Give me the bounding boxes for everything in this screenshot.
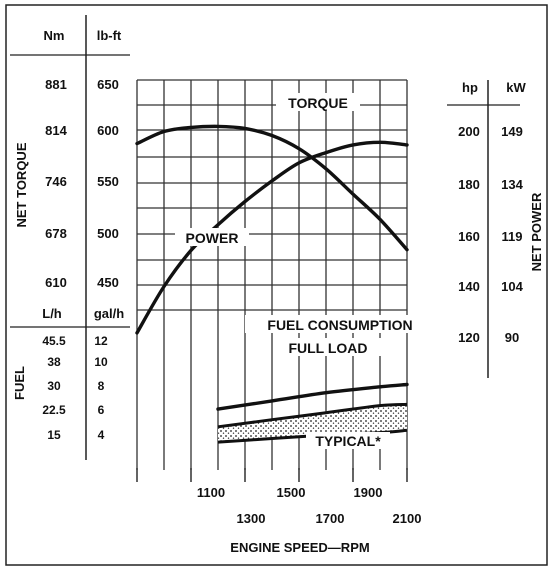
- kw-tick-label: 119: [502, 229, 523, 244]
- galh-tick-label: 4: [98, 428, 105, 442]
- x-axis-title: ENGINE SPEED—RPM: [230, 540, 369, 555]
- typical-band-upper: [217, 402, 408, 429]
- lh-tick-label: 30: [47, 379, 61, 393]
- galh-tick-label: 12: [94, 334, 108, 348]
- lh-header: L/h: [42, 306, 62, 321]
- chart-frame: [5, 4, 548, 566]
- net-power-axis-title: NET POWER: [529, 192, 544, 271]
- lbft-tick-label: 450: [97, 275, 119, 290]
- nm-tick-label: 746: [45, 174, 67, 189]
- x-tick-label: 1700: [316, 511, 345, 526]
- lh-tick-label: 15: [47, 428, 61, 442]
- power-curve: [135, 140, 409, 335]
- lbft-tick-label: 500: [97, 226, 119, 241]
- hp-tick-label: 180: [458, 177, 480, 192]
- nm-tick-label: 678: [45, 226, 67, 241]
- full-load-label-box: [275, 338, 381, 356]
- fuel-consumption-annotation: FUEL CONSUMPTION: [267, 317, 412, 333]
- hp-tick-label: 140: [458, 279, 480, 294]
- galh-tick-label: 10: [94, 355, 108, 369]
- full-load-annotation: FULL LOAD: [288, 340, 367, 356]
- power-label-box: [175, 228, 249, 246]
- lbft-tick-label: 600: [97, 123, 119, 138]
- fuel-axis-title: FUEL: [12, 366, 27, 400]
- kw-tick-label: 90: [505, 330, 519, 345]
- galh-tick-label: 8: [98, 379, 105, 393]
- hp-header: hp: [462, 80, 478, 95]
- lh-tick-label: 45.5: [42, 334, 66, 348]
- performance-curves: [135, 124, 409, 335]
- hp-tick-label: 160: [458, 229, 480, 244]
- torque-annotation: TORQUE: [288, 95, 348, 111]
- lbft-tick-label: 550: [97, 174, 119, 189]
- lbft-header: lb-ft: [97, 28, 122, 43]
- lh-tick-label: 38: [47, 355, 61, 369]
- nm-tick-label: 881: [45, 77, 67, 92]
- kw-tick-label: 149: [501, 124, 523, 139]
- hp-tick-label: 200: [458, 124, 480, 139]
- fuel-consumption-label-box: [245, 315, 435, 333]
- typical-label-box: [306, 432, 390, 449]
- lh-tick-label: 22.5: [42, 403, 66, 417]
- x-tick-label: 1500: [277, 485, 306, 500]
- torque-label-box: [276, 93, 360, 111]
- x-tick-label: 1300: [237, 511, 266, 526]
- kw-header: kW: [506, 80, 526, 95]
- x-tick-label: 1900: [354, 485, 383, 500]
- nm-tick-label: 814: [45, 123, 67, 138]
- kw-tick-label: 134: [501, 177, 523, 192]
- kw-tick-label: 104: [501, 279, 523, 294]
- nm-tick-label: 610: [45, 275, 67, 290]
- net-torque-axis-title: NET TORQUE: [14, 142, 29, 227]
- full-load-curve: [216, 382, 409, 411]
- typical-annotation: TYPICAL*: [315, 433, 381, 449]
- galh-tick-label: 6: [98, 403, 105, 417]
- hp-tick-label: 120: [458, 330, 480, 345]
- x-tick-label: 1100: [197, 485, 225, 500]
- x-tick-label: 2100: [393, 511, 422, 526]
- power-annotation: POWER: [186, 230, 239, 246]
- torque-curve: [135, 124, 409, 252]
- nm-header: Nm: [44, 28, 65, 43]
- galh-header: gal/h: [94, 306, 124, 321]
- lbft-tick-label: 650: [97, 77, 119, 92]
